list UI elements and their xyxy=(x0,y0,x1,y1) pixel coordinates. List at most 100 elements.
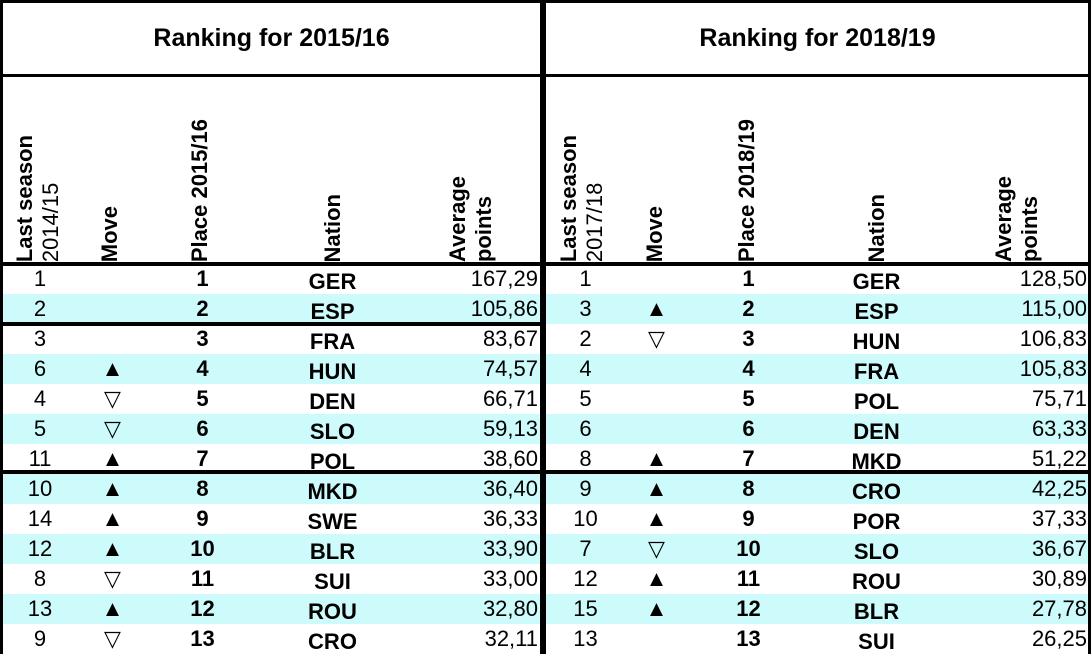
place-cell: 13 xyxy=(190,626,215,651)
place-cell: 4 xyxy=(196,356,209,381)
table-row: 10 ▲ 8 MKD 36,40 xyxy=(0,474,543,504)
nation-cell: ROU xyxy=(852,569,901,594)
average-points-cell: 42,25 xyxy=(1031,476,1087,501)
place-cell: 10 xyxy=(190,536,215,561)
table-row: 5 ▽ 6 SLO 59,13 xyxy=(0,414,543,444)
last-season-cell: 4 xyxy=(33,386,47,411)
nation-cell: FRA xyxy=(853,359,900,384)
move-cell xyxy=(85,324,140,354)
column-headers: Last season 2017/18 Move Place 2018/19 N… xyxy=(544,76,1091,264)
move-up-icon: ▲ xyxy=(645,566,668,591)
nation-cell: ESP xyxy=(310,299,355,324)
table-row: 10 ▲ 9 POR 37,33 xyxy=(544,504,1091,534)
header-place: Place 2018/19 xyxy=(734,118,759,262)
place-cell: 11 xyxy=(190,566,215,591)
move-cell xyxy=(629,264,684,294)
place-cell: 4 xyxy=(742,356,755,381)
place-cell: 6 xyxy=(742,416,755,441)
nation-cell: SUI xyxy=(314,569,351,594)
table-row: 14 ▲ 9 SWE 36,33 xyxy=(0,504,543,534)
last-season-cell: 12 xyxy=(27,536,53,561)
move-up-icon: ▲ xyxy=(101,476,124,501)
average-points-cell: 32,11 xyxy=(484,626,538,651)
average-points-cell: 30,89 xyxy=(1031,566,1087,591)
move-up-icon: ▲ xyxy=(645,446,668,471)
nation-cell: MKD xyxy=(307,479,358,504)
header-average-points: Average points xyxy=(445,175,496,262)
place-cell: 3 xyxy=(196,326,209,351)
nation-cell: SLO xyxy=(853,539,900,564)
table-row: 1 1 GER 128,50 xyxy=(544,264,1091,294)
place-cell: 8 xyxy=(742,476,755,501)
place-cell: 1 xyxy=(196,266,209,291)
move-down-icon: ▽ xyxy=(104,566,121,591)
table-row: 12 ▲ 11 ROU 30,89 xyxy=(544,564,1091,594)
average-points-cell: 36,67 xyxy=(1031,536,1087,561)
header-last-season: Last season 2014/15 xyxy=(12,134,63,262)
table-row: 3 ▲ 2 ESP 115,00 xyxy=(544,294,1091,324)
place-cell: 5 xyxy=(742,386,755,411)
nation-cell: GER xyxy=(852,269,901,294)
nation-cell: CRO xyxy=(308,629,357,654)
last-season-cell: 5 xyxy=(579,386,592,411)
last-season-cell: 8 xyxy=(33,566,47,591)
last-season-cell: 1 xyxy=(579,266,592,291)
place-cell: 11 xyxy=(736,566,761,591)
place-cell: 12 xyxy=(736,596,761,621)
place-cell: 2 xyxy=(742,296,755,321)
table-row: 5 5 POL 75,71 xyxy=(544,384,1091,414)
nation-cell: ROU xyxy=(308,599,357,624)
center-divider xyxy=(540,0,546,654)
place-cell: 6 xyxy=(196,416,209,441)
move-up-icon: ▲ xyxy=(645,476,668,501)
last-season-cell: 13 xyxy=(573,626,598,651)
average-points-cell: 51,22 xyxy=(1031,446,1087,471)
last-season-cell: 3 xyxy=(579,296,592,321)
group-divider-left-1 xyxy=(0,322,543,326)
last-season-cell: 14 xyxy=(27,506,53,531)
table-row: 11 ▲ 7 POL 38,60 xyxy=(0,444,543,474)
average-points-cell: 33,90 xyxy=(482,536,538,561)
last-season-cell: 5 xyxy=(33,416,47,441)
average-points-cell: 74,57 xyxy=(482,356,538,381)
move-up-icon: ▲ xyxy=(101,536,124,561)
average-points-cell: 83,67 xyxy=(482,326,538,351)
nation-cell: POL xyxy=(309,449,356,474)
nation-cell: ESP xyxy=(854,299,899,324)
table-row: 4 ▽ 5 DEN 66,71 xyxy=(0,384,543,414)
move-cell xyxy=(629,414,684,444)
average-points-cell: 26,25 xyxy=(1031,626,1087,651)
header-average-points: Average points xyxy=(991,175,1042,262)
average-points-cell: 66,71 xyxy=(482,386,538,411)
move-up-icon: ▲ xyxy=(101,446,124,471)
nation-cell: DEN xyxy=(853,419,900,444)
left-border xyxy=(0,0,3,654)
average-points-cell: 105,83 xyxy=(1019,356,1087,381)
header-nation: Nation xyxy=(864,193,889,262)
last-season-cell: 15 xyxy=(573,596,598,621)
place-cell: 8 xyxy=(196,476,209,501)
average-points-cell: 75,71 xyxy=(1031,386,1087,411)
place-cell: 5 xyxy=(196,386,209,411)
place-cell: 3 xyxy=(742,326,755,351)
table-row: 15 ▲ 12 BLR 27,78 xyxy=(544,594,1091,624)
place-cell: 9 xyxy=(742,506,755,531)
nation-cell: FRA xyxy=(309,329,356,354)
average-points-cell: 37,33 xyxy=(1031,506,1087,531)
move-cell xyxy=(85,294,140,324)
move-up-icon: ▲ xyxy=(101,356,124,381)
panel-2015-16: Ranking for 2015/16 Last season 2014/15 … xyxy=(0,0,543,654)
place-cell: 9 xyxy=(196,506,209,531)
move-cell xyxy=(629,624,684,654)
table-row: 2 2 ESP 105,86 xyxy=(0,294,543,324)
last-season-cell: 8 xyxy=(579,446,592,471)
table-row: 7 ▽ 10 SLO 36,67 xyxy=(544,534,1091,564)
table-row: 8 ▽ 11 SUI 33,00 xyxy=(0,564,543,594)
move-down-icon: ▽ xyxy=(648,536,665,561)
nation-cell: SUI xyxy=(858,629,895,654)
last-season-cell: 7 xyxy=(579,536,592,561)
header-last-season: Last season 2017/18 xyxy=(556,134,607,262)
panel-2018-19: Ranking for 2018/19 Last season 2017/18 … xyxy=(544,0,1091,654)
header-place: Place 2015/16 xyxy=(187,118,212,262)
nation-cell: POR xyxy=(852,509,901,534)
